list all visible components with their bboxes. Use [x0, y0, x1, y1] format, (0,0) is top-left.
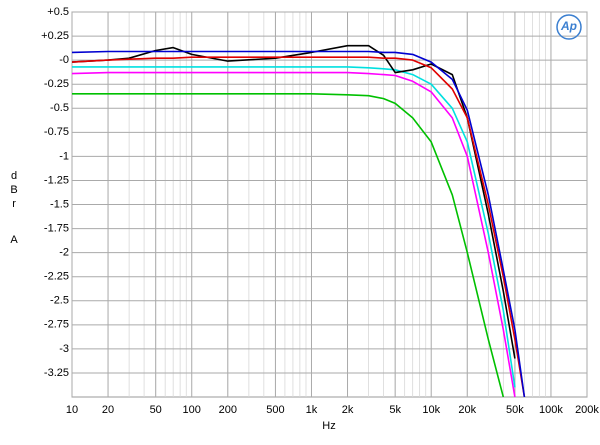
- x-tick-label: 10: [66, 404, 78, 416]
- y-tick-label: -0.25: [44, 78, 69, 90]
- x-tick-label: 20: [102, 404, 114, 416]
- y-tick-label: -3: [59, 343, 69, 355]
- y-tick-label: -3.25: [44, 367, 69, 379]
- y-axis-label: A: [8, 234, 20, 246]
- x-tick-label: 50: [150, 404, 162, 416]
- y-tick-label: -0: [59, 54, 69, 66]
- series-line: [72, 44, 516, 359]
- x-tick-label: 100: [183, 404, 201, 416]
- series-line: [72, 71, 516, 397]
- y-tick-label: -2: [59, 247, 69, 259]
- series-line: [72, 56, 526, 397]
- grid: [71, 11, 588, 397]
- x-tick-label: 200k: [575, 404, 599, 416]
- x-tick-label: 100k: [539, 404, 563, 416]
- x-axis-label: Hz: [322, 420, 335, 432]
- y-tick-label: -1.25: [44, 174, 69, 186]
- y-tick-label: -1.5: [50, 198, 69, 210]
- y-tick-label: -1.75: [44, 222, 69, 234]
- x-tick-label: 200: [219, 404, 237, 416]
- x-tick-label: 20k: [458, 404, 476, 416]
- series-line: [72, 50, 526, 397]
- logo: Ap: [560, 19, 577, 33]
- y-tick-label: -1: [59, 150, 69, 162]
- x-tick-label: 5k: [389, 404, 401, 416]
- x-tick-label: 2k: [342, 404, 354, 416]
- series-line: [72, 66, 516, 388]
- lines: [72, 44, 526, 397]
- y-axis-label: dBr: [8, 170, 20, 212]
- labels: 10 20 50 100 200 500 1k 2k 5k 10k 20k 50k 100k 200k +0…: [41, 6, 599, 416]
- y-tick-label: -2.25: [44, 271, 69, 283]
- y-tick-label: -0.75: [44, 126, 69, 138]
- x-tick-label: 50k: [506, 404, 524, 416]
- x-tick-label: 500: [266, 404, 284, 416]
- x-tick-label: 1k: [306, 404, 318, 416]
- y-tick-label: -2.5: [50, 295, 69, 307]
- y-tick-label: -2.75: [44, 319, 69, 331]
- series-line: [72, 93, 505, 397]
- logo-ring: [556, 14, 582, 40]
- y-tick-label: +0.5: [47, 6, 69, 18]
- y-tick-label: +0.25: [41, 30, 69, 42]
- y-tick-label: -0.5: [50, 102, 69, 114]
- x-tick-label: 10k: [422, 404, 440, 416]
